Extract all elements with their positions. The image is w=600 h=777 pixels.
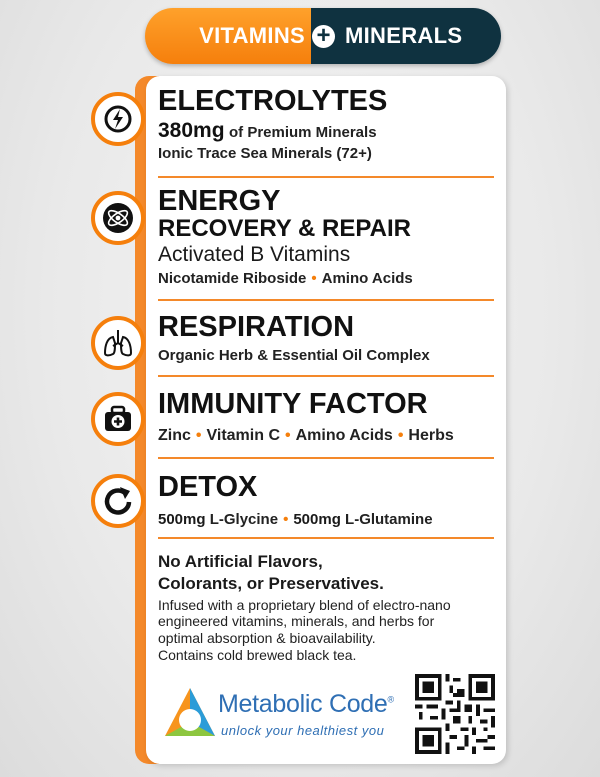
registered-mark: ® <box>387 694 395 705</box>
section-respiration: RESPIRATION Organic Herb & Essential Oil… <box>158 311 430 365</box>
cycle-arrow-icon <box>91 474 145 528</box>
brand-logo: Metabolic Code® unlock your healthiest y… <box>163 684 413 752</box>
brand-tagline: unlock your healthiest you <box>221 723 385 738</box>
brand-name: Metabolic Code <box>218 690 388 718</box>
detox-items: 500mg L-Glycine • 500mg L-Glutamine <box>158 511 433 528</box>
divider <box>158 457 494 459</box>
energy-title-2: RECOVERY & REPAIR <box>158 215 411 242</box>
immunity-title: IMMUNITY FACTOR <box>158 388 428 420</box>
header-minerals: MINERALS <box>345 23 463 48</box>
list-item: Nicotamide Riboside <box>158 270 307 287</box>
energy-title: ENERGY <box>158 185 281 217</box>
detox-b-name: L-Glutamine <box>345 511 433 528</box>
detox-title: DETOX <box>158 471 258 503</box>
section-electrolytes: ELECTROLYTES 380mg of Premium Minerals I… <box>158 85 388 163</box>
plus-icon: + <box>312 24 335 48</box>
section-energy: ENERGY RECOVERY & REPAIR Activated B Vit… <box>158 185 413 288</box>
claims-line-2: Colorants, or Preservatives. <box>158 573 384 593</box>
divider <box>158 375 494 377</box>
list-item: Herbs <box>408 427 454 444</box>
detox-b-amount: 500mg <box>293 511 341 528</box>
energy-items: Nicotamide Riboside • Amino Acids <box>158 270 413 287</box>
brand-mark-icon <box>165 688 215 736</box>
electrolytes-amount: 380mg <box>158 119 225 142</box>
electrolytes-amount-text: of Premium Minerals <box>229 124 377 141</box>
divider <box>158 176 494 178</box>
energy-sub: Activated B Vitamins <box>158 243 351 266</box>
atom-icon <box>91 191 145 245</box>
detox-a-amount: 500mg <box>158 511 206 528</box>
divider <box>158 299 494 301</box>
respiration-line: Organic Herb & Essential Oil Complex <box>158 347 430 364</box>
header-pill: VITAMINS MINERALS + <box>145 8 501 64</box>
list-item: Vitamin C <box>206 427 281 444</box>
section-detox: DETOX 500mg L-Glycine • 500mg L-Glutamine <box>158 471 433 529</box>
respiration-title: RESPIRATION <box>158 311 355 343</box>
immunity-items: Zinc • Vitamin C • Amino Acids • Herbs <box>158 427 454 444</box>
divider <box>158 537 494 539</box>
list-item: Zinc <box>158 427 191 444</box>
lightning-bolt-icon <box>91 92 145 146</box>
header-vitamins: VITAMINS <box>199 23 305 48</box>
medical-kit-icon <box>91 392 145 446</box>
claims-body-4: Contains cold brewed black tea. <box>158 646 357 663</box>
lungs-icon <box>91 316 145 370</box>
list-item: Amino Acids <box>321 270 413 287</box>
detox-a-name: L-Glycine <box>209 511 279 528</box>
list-item: Amino Acids <box>295 427 393 444</box>
electrolytes-title: ELECTROLYTES <box>158 85 388 117</box>
info-card <box>146 76 506 764</box>
claims-body-3: optimal absorption & bioavailability. <box>158 630 376 647</box>
qr-code-icon <box>415 674 495 754</box>
claims-body-1: Infused with a proprietary blend of elec… <box>158 596 451 613</box>
electrolytes-line: Ionic Trace Sea Minerals (72+) <box>158 145 372 162</box>
section-immunity: IMMUNITY FACTOR Zinc • Vitamin C • Amino Aci… <box>158 390 454 445</box>
claims-line-1: No Artificial Flavors, <box>158 552 323 571</box>
claims-body-2: engineered vitamins, minerals, and herbs… <box>158 613 435 630</box>
claims-block: No Artificial Flavors, Colorants, or Pre… <box>158 551 498 664</box>
